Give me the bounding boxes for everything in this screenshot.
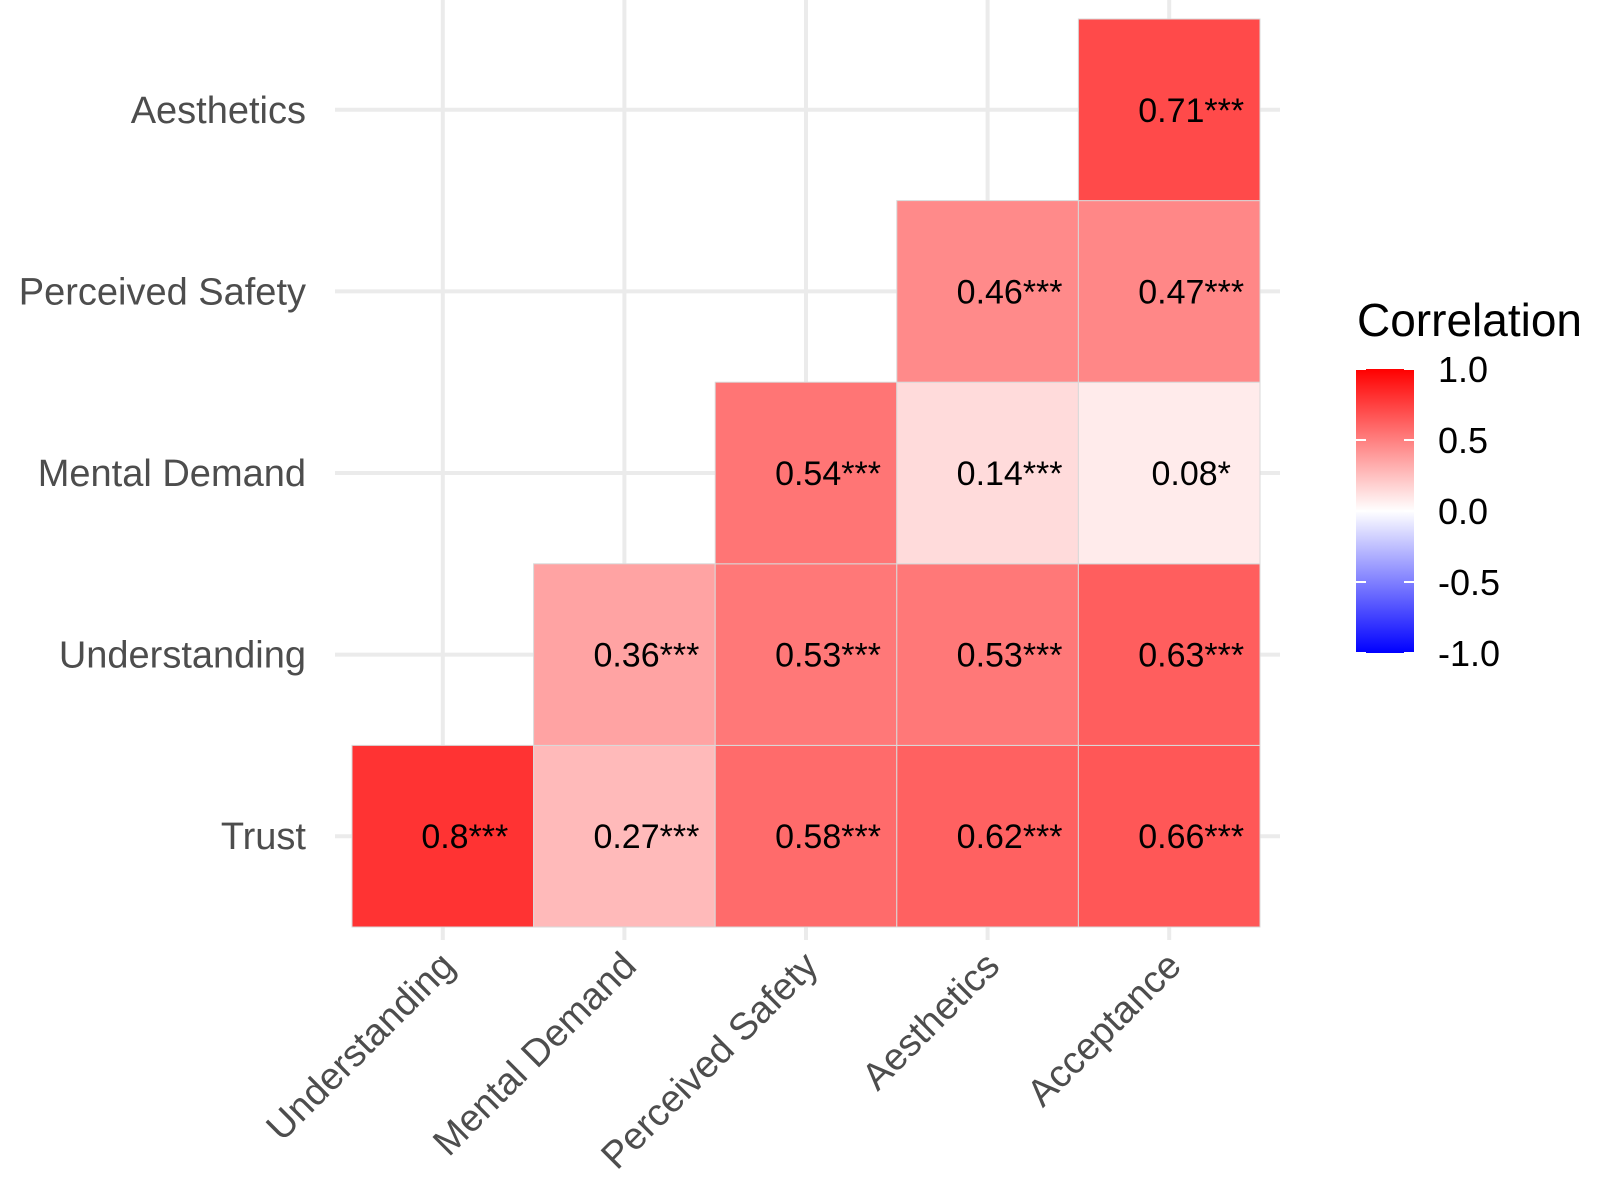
y-tick-label: Mental Demand [38,453,306,495]
legend-tick-label: 1.0 [1438,349,1488,390]
heatmap-cell [351,744,535,928]
heatmap-cell [896,381,1079,565]
legend: Correlation 1.0 0.5 0.0 -0.5 -1.0 [1356,294,1582,674]
y-axis: Trust Understanding Mental Demand Perceived… [19,90,307,858]
cell-value-label: 0.63*** [1138,637,1244,675]
cell-value-label: 0.58*** [775,818,881,856]
cell-value-label: 0.08* [1151,455,1230,493]
heatmap-cell [1077,744,1261,928]
x-tick-label: Acceptance [1019,945,1189,1115]
y-tick-label: Perceived Safety [19,271,306,313]
y-tick-label: Trust [221,816,307,858]
heatmap-cell [533,744,716,928]
heatmap-cell [896,200,1079,383]
cell-value-label: 0.14*** [957,455,1063,493]
legend-tick-label: -1.0 [1438,633,1500,674]
legend-title: Correlation [1357,294,1582,346]
cell-value-label: 0.54*** [775,455,881,493]
cell-value-label: 0.8*** [421,818,508,856]
cell-value-label: 0.36*** [593,637,699,675]
cell-value-label: 0.47*** [1138,273,1244,311]
cell-value-label: 0.53*** [957,637,1063,675]
legend-tick-label: 0.0 [1438,491,1488,532]
cell-labels: 0.8*** 0.27*** 0.58*** 0.62*** 0.66*** 0.36**… [421,92,1244,856]
heatmap-cell [896,563,1079,746]
cell-value-label: 0.53*** [775,637,881,675]
heatmap-cells [351,18,1261,928]
heatmap-cell [714,744,898,928]
heatmap-cell [714,381,898,565]
heatmap-cell [714,563,898,746]
heatmap-cell [533,563,716,746]
x-tick-label: Aesthetics [854,945,1008,1099]
y-tick-label: Understanding [59,635,306,677]
cell-value-label: 0.46*** [957,273,1063,311]
legend-ticks: 1.0 0.5 0.0 -0.5 -1.0 [1356,349,1500,674]
heatmap-cell [1077,563,1261,746]
cell-value-label: 0.62*** [957,818,1063,856]
legend-tick-label: -0.5 [1438,562,1500,603]
cell-value-label: 0.66*** [1138,818,1244,856]
y-tick-label: Aesthetics [131,90,306,132]
heatmap-cell [896,744,1079,928]
heatmap-cell [1077,381,1261,565]
cell-value-label: 0.27*** [593,818,699,856]
cell-value-label: 0.71*** [1138,92,1244,130]
x-tick-label: Understanding [259,945,463,1149]
legend-tick-label: 0.5 [1438,420,1488,461]
heatmap-cell [1077,18,1261,202]
